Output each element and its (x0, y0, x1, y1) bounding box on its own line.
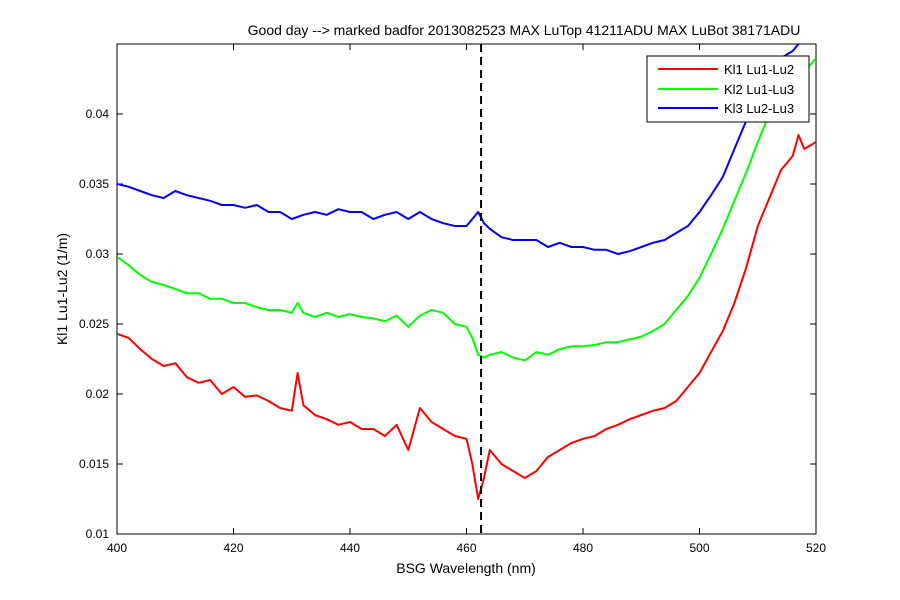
x-tick-label: 500 (689, 541, 709, 555)
y-tick-label: 0.025 (79, 317, 109, 331)
series-line-kl1 (117, 134, 816, 500)
legend-label-kl2: Kl2 Lu1-Lu3 (724, 82, 794, 97)
y-axis-label: Kl1 Lu1-Lu2 (1/m) (54, 233, 70, 345)
x-tick-label: 420 (223, 541, 243, 555)
legend-label-kl3: Kl3 Lu2-Lu3 (724, 101, 794, 116)
y-tick-label: 0.015 (79, 457, 109, 471)
series-line-kl2 (117, 57, 816, 362)
y-tick-label: 0.035 (79, 177, 109, 191)
x-tick-label: 460 (456, 541, 476, 555)
series-layer (117, 44, 816, 500)
x-axis-label: BSG Wavelength (nm) (396, 560, 536, 576)
y-tick-label: 0.03 (86, 247, 110, 261)
legend: Kl1 Lu1-Lu2 Kl2 Lu1-Lu3 Kl3 Lu2-Lu3 (646, 55, 810, 123)
legend-label-kl1: Kl1 Lu1-Lu2 (724, 62, 794, 77)
plot-area (116, 43, 817, 535)
x-axis: 400 420 440 460 480 500 520 (107, 44, 826, 555)
chart-title: Good day --> marked badfor 2013082523 MA… (248, 22, 801, 38)
y-tick-label: 0.02 (86, 387, 110, 401)
x-tick-label: 400 (107, 541, 127, 555)
y-axis: 0.01 0.015 0.02 0.025 0.03 0.035 0.04 (79, 107, 816, 541)
x-tick-label: 480 (573, 541, 593, 555)
x-tick-label: 520 (806, 541, 826, 555)
series-line-kl3 (117, 44, 801, 255)
y-tick-label: 0.01 (86, 527, 110, 541)
y-tick-label: 0.04 (86, 107, 110, 121)
x-tick-label: 440 (340, 541, 360, 555)
